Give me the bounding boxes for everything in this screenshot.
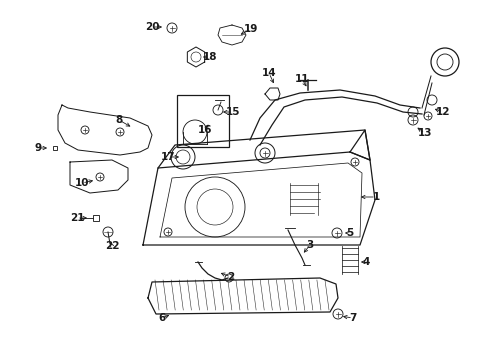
Bar: [177, 95, 229, 147]
Text: 22: 22: [105, 241, 119, 251]
Text: 17: 17: [161, 152, 175, 162]
Text: 14: 14: [262, 68, 276, 78]
Polygon shape: [148, 278, 338, 314]
Text: 2: 2: [227, 272, 235, 282]
Bar: [53, 146, 57, 150]
Polygon shape: [158, 130, 370, 168]
Polygon shape: [143, 152, 375, 245]
Text: 5: 5: [346, 228, 354, 238]
Text: 19: 19: [244, 24, 258, 34]
Text: 10: 10: [75, 178, 89, 188]
Text: 11: 11: [295, 74, 309, 84]
Text: 4: 4: [362, 257, 369, 267]
Text: 1: 1: [372, 192, 380, 202]
Text: 12: 12: [436, 107, 450, 117]
Text: 7: 7: [349, 313, 357, 323]
Polygon shape: [58, 105, 152, 155]
Text: 8: 8: [115, 115, 122, 125]
Polygon shape: [70, 160, 128, 193]
Bar: [93, 215, 99, 221]
Text: 6: 6: [158, 313, 166, 323]
Text: 18: 18: [203, 52, 217, 62]
Text: 15: 15: [226, 107, 240, 117]
Text: 3: 3: [306, 240, 314, 250]
Text: 13: 13: [418, 128, 432, 138]
Text: 9: 9: [34, 143, 42, 153]
Text: 20: 20: [145, 22, 159, 32]
Text: 16: 16: [198, 125, 212, 135]
Text: 21: 21: [70, 213, 84, 223]
